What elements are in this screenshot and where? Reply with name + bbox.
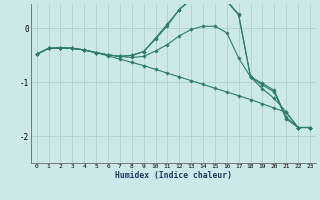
X-axis label: Humidex (Indice chaleur): Humidex (Indice chaleur) (115, 171, 232, 180)
